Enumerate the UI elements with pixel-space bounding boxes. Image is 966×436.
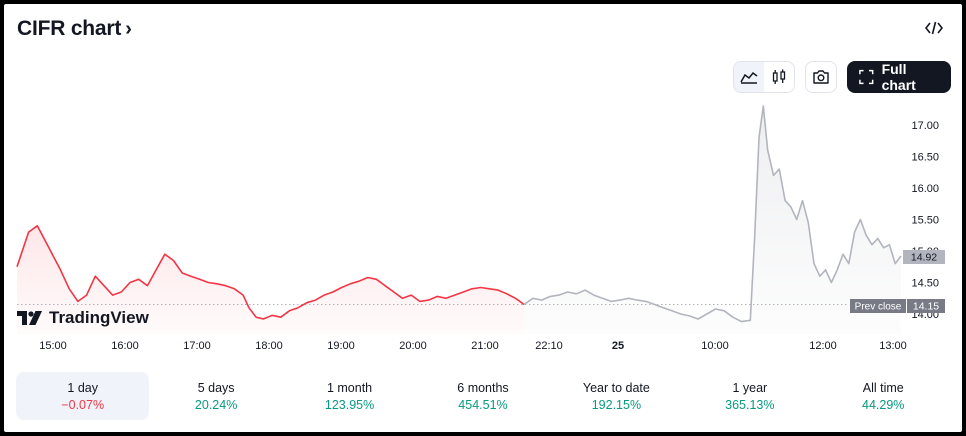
chart-widget: CIFR chart › xyxy=(4,4,962,432)
tradingview-logo[interactable]: TradingView xyxy=(17,308,149,328)
x-tick-label: 19:00 xyxy=(327,340,355,352)
tradingview-logo-text: TradingView xyxy=(49,308,149,327)
x-tick-label: 13:00 xyxy=(879,340,907,352)
period-tab[interactable]: 1 month 123.95% xyxy=(283,372,416,420)
period-tab[interactable]: Year to date 192.15% xyxy=(550,372,683,420)
prev-close-price: 14.15 xyxy=(913,301,939,313)
period-tab[interactable]: 1 day −0.07% xyxy=(16,372,150,420)
chevron-right-icon: › xyxy=(125,17,132,40)
candlestick-chart-button[interactable] xyxy=(764,62,794,92)
prev-close-text: Prev close xyxy=(855,302,902,313)
session-price-line xyxy=(16,225,525,320)
chart-title-link[interactable]: CIFR chart › xyxy=(17,17,132,41)
full-chart-label: Full chart xyxy=(881,61,916,93)
prev-close-label: Prev close xyxy=(850,299,906,313)
period-selector: 1 day −0.07% 5 days 20.24% 1 month 123.95% 6 m… xyxy=(16,372,950,420)
period-change: −0.07% xyxy=(61,397,105,412)
period-label: 6 months xyxy=(457,380,509,395)
period-tab[interactable]: All time 44.29% xyxy=(817,372,950,420)
period-tab[interactable]: 6 months 454.51% xyxy=(416,372,549,420)
area-chart-icon xyxy=(740,71,758,84)
x-tick-label: 10:00 xyxy=(701,340,729,352)
y-tick-label: 16.00 xyxy=(911,183,939,195)
period-label: 1 month xyxy=(326,380,373,395)
period-label: All time xyxy=(862,380,904,395)
period-change: 365.13% xyxy=(725,397,775,412)
x-tick-label: 18:00 xyxy=(255,340,283,352)
chart-toolbar: Full chart xyxy=(733,61,951,93)
period-change: 20.24% xyxy=(194,397,238,412)
period-change: 44.29% xyxy=(862,397,905,412)
y-tick-label: 14.50 xyxy=(911,278,939,290)
x-axis: 15:00 16:00 17:00 18:00 19:00 20:00 21:00 22:10… xyxy=(39,340,907,352)
code-icon xyxy=(925,21,943,35)
camera-icon xyxy=(813,70,829,84)
x-tick-label: 25 xyxy=(612,340,624,352)
x-tick-label: 22:10 xyxy=(535,340,563,352)
y-tick-label: 16.50 xyxy=(911,152,939,164)
session-area-fill xyxy=(17,225,525,334)
x-tick-label: 16:00 xyxy=(111,340,139,352)
period-label: Year to date xyxy=(582,380,650,395)
period-label: 1 day xyxy=(67,380,98,395)
expand-icon xyxy=(859,69,874,85)
period-change: 454.51% xyxy=(458,397,508,412)
extended-price-line xyxy=(523,105,902,323)
chart-type-toggle xyxy=(733,61,795,93)
extended-area-fill xyxy=(524,106,901,334)
period-tab[interactable]: 5 days 20.24% xyxy=(149,372,282,420)
chart-title: CIFR chart xyxy=(17,17,122,40)
current-price: 14.92 xyxy=(911,252,937,264)
period-change: 192.15% xyxy=(591,397,642,412)
x-tick-label: 12:00 xyxy=(809,340,837,352)
period-label: 1 year xyxy=(732,380,768,395)
y-tick-label: 17.00 xyxy=(911,120,939,132)
embed-code-button[interactable] xyxy=(920,16,948,40)
x-tick-label: 20:00 xyxy=(399,340,427,352)
area-chart-button[interactable] xyxy=(734,62,764,92)
screenshot-button[interactable] xyxy=(805,61,837,93)
x-tick-label: 15:00 xyxy=(39,340,67,352)
period-change: 123.95% xyxy=(324,397,375,412)
current-price-badge: 14.92 xyxy=(903,250,945,264)
full-chart-button[interactable]: Full chart xyxy=(847,61,951,93)
x-tick-label: 21:00 xyxy=(471,340,499,352)
x-tick-label: 17:00 xyxy=(183,340,211,352)
y-tick-label: 15.50 xyxy=(911,215,939,227)
prev-close-price-badge: 14.15 xyxy=(907,299,945,313)
tradingview-logo-icon xyxy=(17,311,42,325)
period-tab[interactable]: 1 year 365.13% xyxy=(683,372,816,420)
candlestick-icon xyxy=(772,69,786,84)
period-label: 5 days xyxy=(197,380,235,395)
